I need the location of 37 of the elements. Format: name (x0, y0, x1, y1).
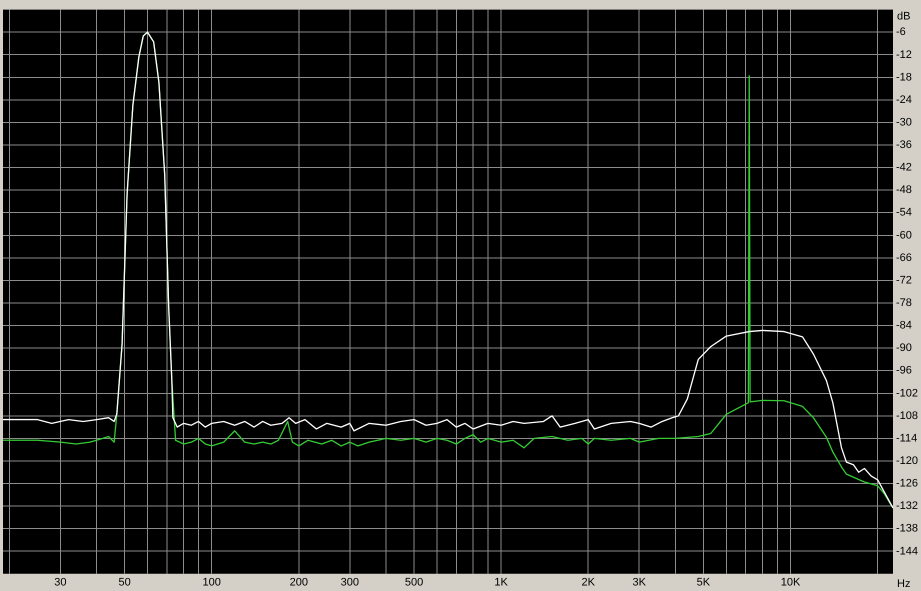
y-tick-label: -60 (896, 229, 912, 242)
y-tick-label: -72 (896, 274, 912, 286)
x-tick-label: 1K (494, 576, 509, 588)
y-tick-label: -6 (896, 26, 906, 38)
x-tick-label: 30 (54, 576, 67, 588)
y-tick-label: -114 (896, 432, 918, 444)
x-axis-title: Hz (897, 578, 910, 590)
y-tick-label: -48 (896, 184, 912, 196)
x-tick-label: 300 (340, 576, 359, 588)
y-tick-label: -24 (896, 94, 912, 106)
y-tick-label: -96 (896, 364, 912, 377)
y-tick-label: -126 (896, 478, 918, 490)
x-tick-label: 200 (290, 576, 308, 588)
x-tick-label: 100 (202, 576, 221, 588)
x-tick-label: 5K (696, 576, 711, 588)
y-tick-label: -30 (896, 116, 912, 128)
y-tick-label: -12 (896, 48, 912, 61)
x-tick-label: 3K (632, 576, 647, 588)
x-tick-label: 50 (118, 576, 131, 588)
x-tick-label: 500 (404, 576, 424, 588)
y-tick-label: -108 (896, 410, 918, 422)
x-tick-label: 2K (582, 576, 596, 588)
y-tick-label: -78 (896, 297, 912, 310)
y-tick-label: -84 (896, 320, 912, 332)
y-tick-label: -144 (896, 545, 918, 558)
y-tick-label: -102 (896, 387, 918, 400)
y-tick-label: -42 (896, 162, 912, 174)
y-tick-label: -18 (896, 71, 912, 84)
y-tick-label: -132 (896, 500, 918, 512)
y-axis-title: dB (897, 10, 910, 23)
y-tick-label: -36 (896, 139, 912, 152)
y-tick-label: -138 (896, 522, 918, 535)
y-tick-label: -90 (896, 342, 912, 354)
y-tick-label: -120 (896, 454, 918, 467)
y-tick-label: -54 (896, 206, 912, 219)
y-tick-label: -66 (896, 252, 912, 264)
x-tick-label: 10K (780, 576, 801, 588)
